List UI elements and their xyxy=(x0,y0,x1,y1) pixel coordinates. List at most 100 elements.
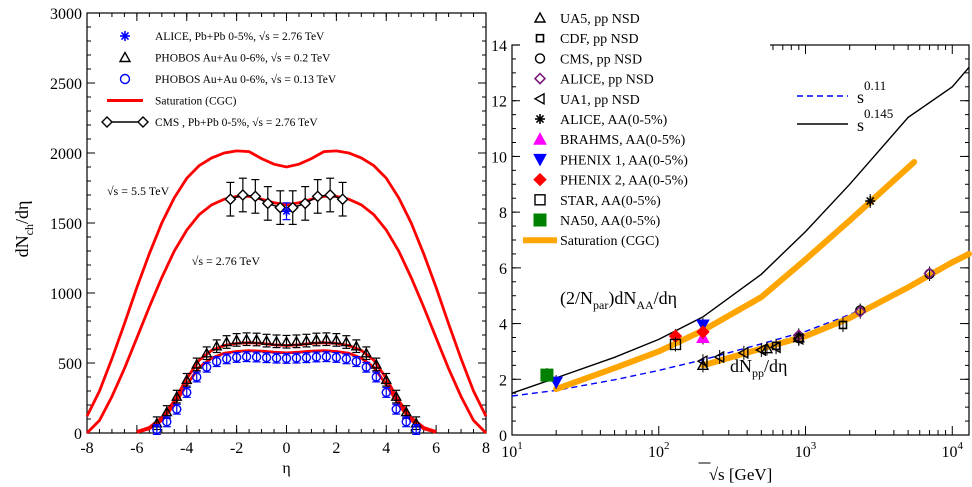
marker-triangle xyxy=(533,11,547,23)
y-tick-label: 8 xyxy=(499,205,507,222)
marker-circle xyxy=(341,354,352,364)
y-tick-label: 2 xyxy=(499,372,507,389)
x-tick-label: -6 xyxy=(130,440,143,457)
legend-label: Saturation (CGC) xyxy=(155,96,237,108)
marker-diamond xyxy=(854,305,867,318)
marker-circle xyxy=(391,404,401,414)
saturation-curve xyxy=(86,195,487,434)
marker-triangle xyxy=(350,340,363,351)
fit-legend-label: s0.145 xyxy=(857,106,893,135)
legend-label: UA1, pp NSD xyxy=(560,93,640,108)
marker-circle xyxy=(201,362,212,372)
marker-triangle xyxy=(250,333,263,344)
y-tick-label: 6 xyxy=(499,261,507,278)
asterisk-stroke xyxy=(866,196,875,206)
y-tick-label: 2000 xyxy=(50,146,82,163)
legend-label: UA5, pp NSD xyxy=(560,12,640,27)
marker-triangle-filled xyxy=(533,132,547,145)
marker-triangle xyxy=(340,336,353,347)
x-axis-label: √s [GeV] xyxy=(709,465,773,484)
marker-circle xyxy=(411,424,421,435)
marker-circle xyxy=(381,387,391,398)
marker-diamond-line xyxy=(336,193,349,206)
marker-circle xyxy=(361,362,371,372)
marker-circle xyxy=(371,372,381,382)
legend-label: STAR, AA(0-5%) xyxy=(560,194,661,209)
x-tick-label: 104 xyxy=(942,440,964,461)
marker-triangle xyxy=(280,335,293,347)
marker-triangle xyxy=(191,358,203,369)
marker-circle xyxy=(119,73,131,85)
marker-square-filled xyxy=(533,213,547,227)
marker-diamond-filled xyxy=(696,325,710,339)
y-tick-label: 2500 xyxy=(50,76,82,93)
x-tick-label: 103 xyxy=(795,440,817,461)
marker-circle xyxy=(192,372,202,382)
marker-diamond-line xyxy=(224,193,237,206)
marker-triangle-down-filled xyxy=(533,153,547,167)
marker-diamond-line xyxy=(274,201,287,214)
marker-circle xyxy=(401,417,411,427)
marker-triangle xyxy=(210,340,223,351)
x-tick-label: 0 xyxy=(283,440,291,457)
marker-circle xyxy=(241,352,252,362)
marker-diamond-line xyxy=(311,190,324,203)
marker-circle xyxy=(351,356,362,367)
saturation-band xyxy=(553,159,918,392)
marker-circle xyxy=(281,353,292,364)
marker-triangle xyxy=(290,335,303,346)
marker-square xyxy=(669,338,682,351)
marker-triangle xyxy=(390,390,402,401)
energy-annotation: √s = 5.5 TeV xyxy=(107,184,170,198)
curve-annotation: dNpp/dη xyxy=(730,356,787,380)
energy-annotation: √s = 2.76 TeV xyxy=(192,254,261,268)
marker-circle xyxy=(162,417,172,427)
marker-triangle xyxy=(220,336,233,347)
marker-triangle xyxy=(230,333,243,345)
marker-triangle xyxy=(360,347,372,358)
y-tick-label: 12 xyxy=(491,94,507,111)
asterisk-stroke xyxy=(535,114,545,124)
marker-triangle xyxy=(380,373,392,385)
marker-circle xyxy=(182,387,192,398)
marker-circle xyxy=(211,356,222,367)
x-tick-label: 101 xyxy=(501,440,523,461)
marker-triangle xyxy=(270,335,283,346)
fit-legend-label: s0.11 xyxy=(857,78,886,107)
curve-annotation: (2/Npar)dNAA/dη xyxy=(560,288,677,312)
marker-diamond-line xyxy=(137,116,149,128)
x-tick-label: 102 xyxy=(648,440,670,461)
x-tick-label: 8 xyxy=(482,440,490,457)
marker-triangle xyxy=(171,390,183,401)
legend-label: ALICE, pp NSD xyxy=(560,73,654,88)
marker-circle xyxy=(291,353,302,363)
marker-circle xyxy=(251,352,262,362)
marker-triangle xyxy=(260,334,273,345)
marker-asterisk xyxy=(120,31,130,41)
y-tick-label: 3000 xyxy=(50,6,82,23)
legend-label: PHENIX 1, AA(0-5%) xyxy=(560,153,688,168)
marker-square-small xyxy=(838,320,848,330)
marker-triangle xyxy=(118,51,132,63)
marker-triangle xyxy=(300,334,313,345)
legend-label: PHOBOS Au+Au 0-6%, √s = 0.2 TeV xyxy=(155,52,331,65)
marker-diamond-line xyxy=(249,190,262,203)
marker-asterisk xyxy=(282,206,291,216)
asterisk-stroke xyxy=(120,31,130,41)
marker-triangle-left xyxy=(792,332,804,346)
legend-label: CDF, pp NSD xyxy=(560,32,639,47)
marker-circle xyxy=(261,352,272,363)
power-law-fit xyxy=(511,66,970,394)
marker-triangle-left xyxy=(533,92,545,105)
x-axis-label: η xyxy=(282,460,290,477)
marker-asterisk xyxy=(535,114,545,124)
marker-circle xyxy=(534,53,546,64)
y-tick-label: 500 xyxy=(58,356,82,373)
marker-square-filled xyxy=(540,368,554,382)
x-tick-label: -4 xyxy=(180,440,193,457)
marker-triangle xyxy=(400,406,412,417)
marker-triangle-left xyxy=(696,354,708,368)
marker-diamond-line xyxy=(261,197,274,210)
marker-circle xyxy=(172,404,182,414)
marker-square-small xyxy=(535,33,545,43)
